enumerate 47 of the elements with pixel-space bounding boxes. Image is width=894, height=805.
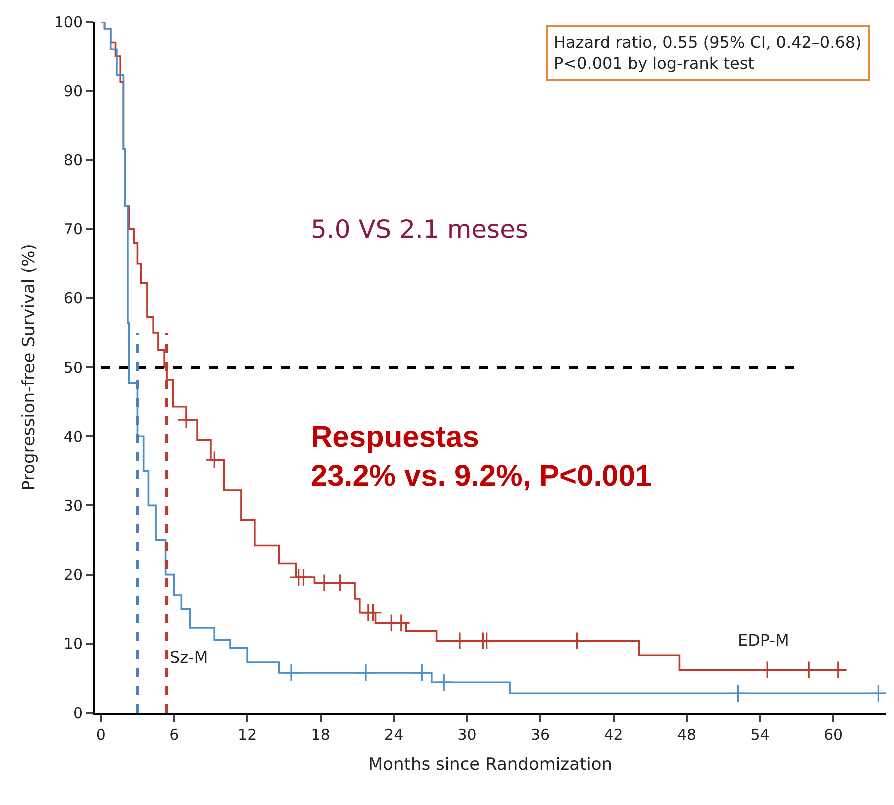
- point: [331, 574, 350, 592]
- y-tick-label: 90: [64, 82, 83, 100]
- x-tick-label: 0: [96, 726, 106, 744]
- point: [800, 660, 818, 680]
- point: [356, 664, 376, 682]
- x-tick-label: 60: [824, 726, 844, 744]
- x-tick-label: 18: [311, 726, 330, 744]
- y-tick-label: 40: [64, 428, 83, 446]
- y-tick-label: 20: [64, 566, 83, 584]
- annotation: Respuestas 23.2% vs. 9.2%, P<0.001: [311, 421, 652, 493]
- x-tick-label: 6: [170, 726, 180, 744]
- x-axis-title: Months since Randomization: [368, 754, 613, 775]
- annotation: Hazard ratio, 0.55 (95% CI, 0.42–0.68) P<0.001 by log-rank test: [554, 33, 862, 73]
- point: [758, 660, 777, 680]
- x-tick-label: 54: [750, 726, 770, 744]
- point: [434, 673, 454, 692]
- y-tick-label: 50: [64, 358, 83, 377]
- y-tick-label: 80: [64, 151, 83, 170]
- point: [294, 568, 313, 587]
- y-tick-label: 0: [73, 704, 83, 722]
- x-tick-label: 48: [677, 726, 697, 744]
- y-tick-label: 100: [54, 13, 83, 32]
- point: [392, 614, 411, 632]
- y-tick-label: 10: [64, 635, 83, 654]
- point: [829, 660, 848, 680]
- point: [282, 664, 301, 682]
- x-tick-label: 42: [604, 726, 624, 744]
- annotation: 5.0 VS 2.1 meses: [311, 215, 528, 244]
- y-tick-label: 30: [64, 496, 83, 515]
- point: [478, 632, 496, 650]
- point: [364, 604, 383, 622]
- x-tick-label: 24: [384, 726, 404, 744]
- point: [450, 632, 470, 650]
- x-tick-label: 30: [458, 726, 477, 744]
- series-label: EDP-M: [738, 631, 790, 650]
- point: [315, 574, 334, 592]
- y-tick-label: 60: [64, 290, 83, 308]
- y-tick-label: 70: [64, 220, 83, 239]
- x-tick-label: 36: [531, 726, 550, 744]
- series-label: Sz-M: [170, 648, 208, 667]
- x-tick-label: 12: [238, 726, 258, 744]
- point: [412, 664, 432, 682]
- point: [177, 410, 196, 430]
- point: [729, 684, 748, 703]
- point: [205, 450, 224, 470]
- y-axis-title: Progression-free Survival (%): [19, 244, 40, 491]
- point: [568, 632, 586, 650]
